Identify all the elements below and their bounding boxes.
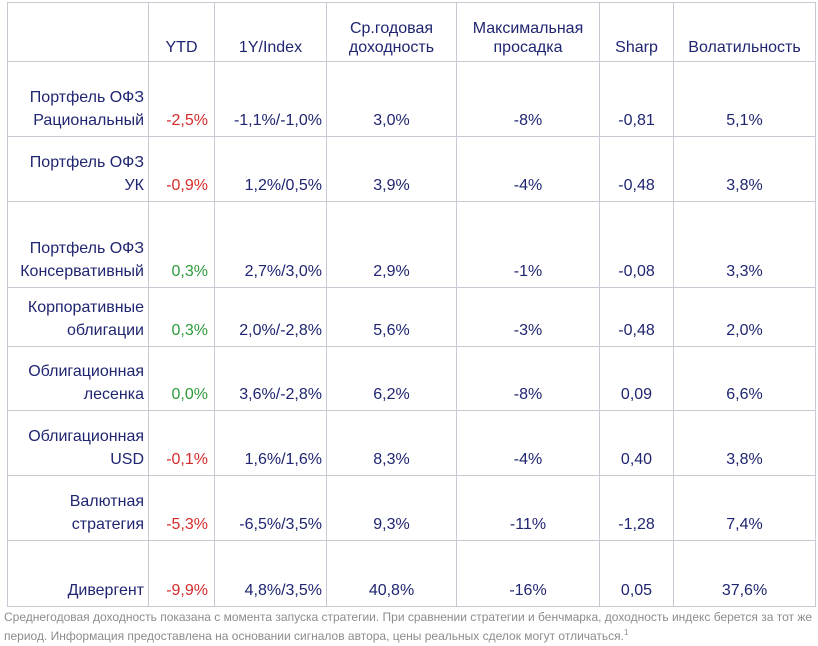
table-row: Дивергент -9,9% 4,8%/3,5% 40,8% -16% 0,05 37,6…	[7, 540, 816, 607]
footnote-superscript: 1	[624, 628, 629, 637]
footnote: Среднегодовая доходность показана с моме…	[4, 609, 816, 644]
volatility-cell: 3,8%	[673, 410, 816, 476]
index-cell: -1,1%/-1,0%	[214, 61, 327, 137]
strategy-name-cell: Облигационная лесенка	[7, 346, 149, 411]
sharp-cell: -0,48	[599, 287, 674, 347]
index-cell: 1,6%/1,6%	[214, 410, 327, 476]
strategy-name-cell: Портфель ОФЗ Рациональный	[7, 61, 149, 137]
strategy-name-cell: Портфель ОФЗ Консервативный	[7, 201, 149, 288]
max-drawdown-cell: -16%	[456, 540, 600, 607]
index-cell: 2,0%/-2,8%	[214, 287, 327, 347]
sharp-cell: 0,40	[599, 410, 674, 476]
sharp-cell: 0,09	[599, 346, 674, 411]
volatility-cell: 3,8%	[673, 136, 816, 202]
index-cell: 3,6%/-2,8%	[214, 346, 327, 411]
max-drawdown-cell: -8%	[456, 61, 600, 137]
table-row: Портфель ОФЗ Консервативный 0,3% 2,7%/3,0%…	[7, 201, 816, 288]
volatility-cell: 6,6%	[673, 346, 816, 411]
volatility-cell: 5,1%	[673, 61, 816, 137]
index-cell: 2,7%/3,0%	[214, 201, 327, 288]
ytd-cell: -0,9%	[148, 136, 215, 202]
header-sharp: Sharp	[599, 2, 674, 62]
ytd-cell: 0,0%	[148, 346, 215, 411]
ytd-cell: -2,5%	[148, 61, 215, 137]
sharp-cell: -0,08	[599, 201, 674, 288]
table-row: Облигационная USD -0,1% 1,6%/1,6% 8,3% -4% 0,…	[7, 410, 816, 476]
strategy-name-cell: Корпоративные облигации	[7, 287, 149, 347]
header-volatility: Волатильность	[673, 2, 816, 62]
strategy-name-cell: Облигационная USD	[7, 410, 149, 476]
volatility-cell: 7,4%	[673, 475, 816, 541]
index-cell: -6,5%/3,5%	[214, 475, 327, 541]
max-drawdown-cell: -3%	[456, 287, 600, 347]
table-row: Валютная стратегия -5,3% -6,5%/3,5% 9,3% -11…	[7, 475, 816, 541]
annual-return-cell: 6,2%	[326, 346, 457, 411]
sharp-cell: -0,48	[599, 136, 674, 202]
max-drawdown-cell: -4%	[456, 410, 600, 476]
footnote-text: Среднегодовая доходность показана с моме…	[4, 610, 813, 643]
strategy-name-cell: Валютная стратегия	[7, 475, 149, 541]
strategy-name-cell: Портфель ОФЗ УК	[7, 136, 149, 202]
ytd-cell: -0,1%	[148, 410, 215, 476]
table-row: Облигационная лесенка 0,0% 3,6%/-2,8% 6,2% -…	[7, 346, 816, 411]
annual-return-cell: 9,3%	[326, 475, 457, 541]
max-drawdown-cell: -1%	[456, 201, 600, 288]
table-row: Портфель ОФЗ Рациональный -2,5% -1,1%/-1,0…	[7, 61, 816, 137]
ytd-cell: 0,3%	[148, 287, 215, 347]
header-name	[7, 2, 149, 62]
header-max-drawdown: Максимальная просадка	[456, 2, 600, 62]
header-index: 1Y/Index	[214, 2, 327, 62]
table-row: Корпоративные облигации 0,3% 2,0%/-2,8% 5,6…	[7, 287, 816, 347]
volatility-cell: 3,3%	[673, 201, 816, 288]
annual-return-cell: 3,9%	[326, 136, 457, 202]
volatility-cell: 37,6%	[673, 540, 816, 607]
annual-return-cell: 3,0%	[326, 61, 457, 137]
sharp-cell: 0,05	[599, 540, 674, 607]
index-cell: 4,8%/3,5%	[214, 540, 327, 607]
annual-return-cell: 40,8%	[326, 540, 457, 607]
annual-return-cell: 5,6%	[326, 287, 457, 347]
ytd-cell: -5,3%	[148, 475, 215, 541]
strategy-name-cell: Дивергент	[7, 540, 149, 607]
sharp-cell: -0,81	[599, 61, 674, 137]
max-drawdown-cell: -8%	[456, 346, 600, 411]
annual-return-cell: 8,3%	[326, 410, 457, 476]
ytd-cell: -9,9%	[148, 540, 215, 607]
strategies-table: YTD 1Y/Index Ср.годовая доходность Макси…	[7, 2, 816, 607]
max-drawdown-cell: -11%	[456, 475, 600, 541]
sharp-cell: -1,28	[599, 475, 674, 541]
volatility-cell: 2,0%	[673, 287, 816, 347]
index-cell: 1,2%/0,5%	[214, 136, 327, 202]
ytd-cell: 0,3%	[148, 201, 215, 288]
table-row: Портфель ОФЗ УК -0,9% 1,2%/0,5% 3,9% -4% -0,4…	[7, 136, 816, 202]
max-drawdown-cell: -4%	[456, 136, 600, 202]
annual-return-cell: 2,9%	[326, 201, 457, 288]
header-ytd: YTD	[148, 2, 215, 62]
header-annual-return: Ср.годовая доходность	[326, 2, 457, 62]
header-row: YTD 1Y/Index Ср.годовая доходность Макси…	[7, 2, 816, 62]
